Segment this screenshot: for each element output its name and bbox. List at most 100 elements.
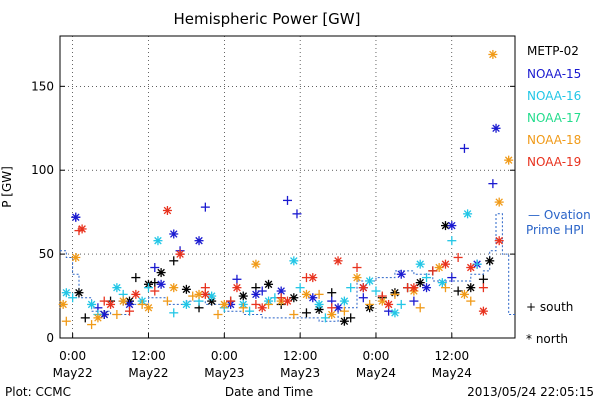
- legend-label-metp-02: METP-02: [527, 44, 579, 58]
- x-tick-label-date-2013-05-23-00-00: May23: [204, 366, 244, 380]
- point-noaa-15-north-5: [194, 236, 204, 246]
- point-noaa-18-north-17: [488, 49, 498, 59]
- point-noaa-19-south-12: [377, 291, 387, 301]
- point-noaa-18-north-3: [118, 296, 128, 306]
- point-noaa-19-north-17: [494, 236, 504, 246]
- point-metp-02-north-11: [339, 316, 349, 326]
- point-noaa-18-north-7: [219, 299, 229, 309]
- point-noaa-18-north-0: [58, 299, 68, 309]
- point-noaa-15-north-4: [169, 229, 179, 239]
- point-noaa-19-south-16: [478, 283, 488, 293]
- point-noaa-16-north-13: [390, 308, 400, 318]
- point-noaa-18-south-10: [314, 289, 324, 299]
- point-noaa-15-south-3: [150, 263, 160, 273]
- point-metp-02-north-0: [74, 288, 84, 298]
- point-noaa-16-south-11: [346, 283, 356, 293]
- point-noaa-16-south-15: [447, 236, 457, 246]
- point-noaa-18-north-8: [251, 259, 261, 269]
- point-noaa-19-north-14: [440, 259, 450, 269]
- x-tick-label-time-2013-05-23-00-00: 0:00: [211, 349, 238, 363]
- y-axis-label: P [GW]: [0, 166, 14, 208]
- point-noaa-18-south-11: [339, 306, 349, 316]
- point-noaa-18-south-12: [365, 299, 375, 309]
- legend-label-noaa-18: NOAA-18: [527, 133, 581, 147]
- point-noaa-18-south-2: [112, 310, 122, 320]
- point-noaa-16-north-10: [314, 299, 324, 309]
- x-tick-label-time-2013-05-24-00-00: 0:00: [362, 349, 389, 363]
- legend-south-marker: + south: [526, 300, 573, 314]
- point-noaa-19-south-15: [453, 252, 463, 262]
- x-tick-label-time-2013-05-23-12-00: 12:00: [283, 349, 318, 363]
- y-tick-label-150: 150: [31, 79, 54, 93]
- point-noaa-18-north-12: [352, 273, 362, 283]
- plot-frame: [59, 35, 516, 339]
- point-noaa-18-south-14: [415, 303, 425, 313]
- point-noaa-18-south-0: [61, 316, 71, 326]
- legend-label-noaa-15: NOAA-15: [527, 67, 581, 81]
- point-noaa-19-north-16: [478, 306, 488, 316]
- point-noaa-19-south-1: [99, 296, 109, 306]
- point-metp-02-north-5: [181, 284, 191, 294]
- point-noaa-19-north-11: [358, 283, 368, 293]
- point-noaa-19-south-8: [276, 293, 286, 303]
- point-noaa-15-south-11: [358, 293, 368, 303]
- point-noaa-18-north-13: [377, 296, 387, 306]
- point-noaa-18-north-19: [504, 155, 514, 165]
- point-noaa-18-south-5: [188, 291, 198, 301]
- point-noaa-19-north-2: [131, 289, 141, 299]
- point-noaa-16-north-6: [207, 291, 217, 301]
- point-metp-02-north-17: [485, 256, 495, 266]
- point-metp-02-south-11: [346, 313, 356, 323]
- point-metp-02-north-4: [156, 268, 166, 278]
- x-axis-label: Date and Time: [225, 385, 313, 399]
- point-noaa-19-north-0: [77, 224, 87, 234]
- point-noaa-18-north-5: [169, 283, 179, 293]
- point-noaa-15-north-16: [491, 123, 501, 133]
- point-noaa-18-south-1: [87, 320, 97, 330]
- point-metp-02-north-8: [264, 279, 274, 289]
- point-noaa-15-south-7: [257, 286, 267, 296]
- point-noaa-19-north-1: [106, 299, 116, 309]
- data-points: [58, 49, 514, 330]
- point-noaa-19-north-5: [200, 289, 210, 299]
- point-noaa-19-south-10: [327, 303, 337, 313]
- point-noaa-16-north-5: [181, 299, 191, 309]
- point-noaa-16-south-14: [422, 273, 432, 283]
- point-noaa-18-north-1: [71, 252, 81, 262]
- point-noaa-18-north-10: [301, 289, 311, 299]
- x-tick-label-date-2013-05-22-12-00: May22: [128, 366, 168, 380]
- y-tick-label-0: 0: [46, 331, 54, 345]
- point-noaa-15-south-9: [292, 209, 302, 219]
- point-noaa-15-south-5: [200, 202, 210, 212]
- y-tick-label-100: 100: [31, 163, 54, 177]
- point-noaa-15-south-15: [459, 143, 469, 153]
- point-noaa-18-south-7: [238, 303, 248, 313]
- point-noaa-15-south-16: [488, 179, 498, 189]
- point-noaa-19-south-11: [352, 263, 362, 273]
- point-noaa-16-south-10: [320, 313, 330, 323]
- timestamp: 2013/05/24 22:05:15: [467, 385, 594, 399]
- chart-title: Hemispheric Power [GW]: [174, 10, 361, 28]
- point-noaa-15-north-13: [422, 283, 432, 293]
- point-noaa-16-north-9: [289, 256, 299, 266]
- point-metp-02-south-10: [327, 288, 337, 298]
- point-noaa-18-south-3: [137, 299, 147, 309]
- point-noaa-19-north-4: [175, 249, 185, 259]
- ovation-hpi-line: [60, 213, 515, 322]
- point-noaa-16-south-4: [169, 308, 179, 318]
- point-noaa-19-north-15: [466, 263, 476, 273]
- point-metp-02-south-3: [150, 278, 160, 288]
- point-metp-02-north-9: [289, 293, 299, 303]
- point-noaa-18-south-6: [213, 310, 223, 320]
- point-noaa-18-south-16: [466, 296, 476, 306]
- legend: METP-02 NOAA-15 NOAA-16 NOAA-17 NOAA-18 …: [526, 44, 591, 346]
- point-metp-02-north-7: [238, 291, 248, 301]
- point-noaa-16-south-9: [295, 283, 305, 293]
- point-noaa-19-north-10: [333, 256, 343, 266]
- point-noaa-16-south-0: [68, 293, 78, 303]
- point-noaa-18-north-2: [93, 313, 103, 323]
- point-noaa-19-south-14: [428, 266, 438, 276]
- point-noaa-18-south-8: [264, 299, 274, 309]
- point-noaa-19-north-8: [283, 296, 292, 306]
